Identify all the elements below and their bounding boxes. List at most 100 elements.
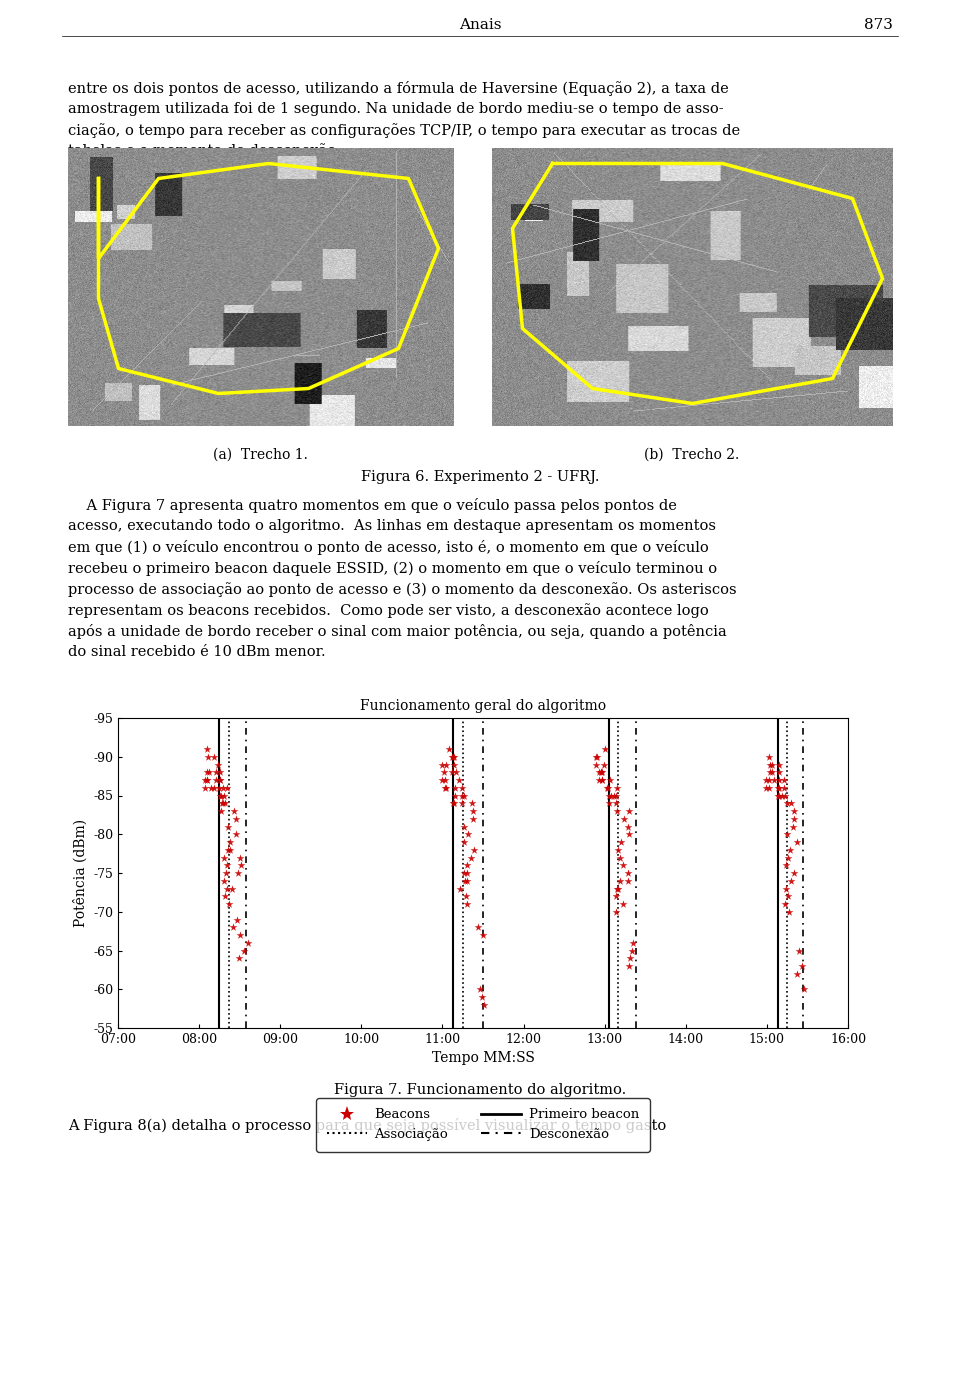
Point [446, 793, 462, 815]
Point [451, 769, 467, 791]
Point [214, 793, 229, 815]
Point [593, 761, 609, 783]
Text: Anais: Anais [459, 18, 501, 32]
Point [780, 793, 795, 815]
Point [444, 746, 459, 768]
Point [228, 823, 244, 845]
Point [219, 854, 234, 877]
Point [217, 793, 232, 815]
Point [621, 870, 636, 892]
Point [785, 816, 801, 838]
Point [200, 769, 215, 791]
Point [459, 893, 474, 915]
Point [615, 893, 631, 915]
Point [789, 831, 804, 853]
Point [437, 769, 452, 791]
Point [456, 816, 471, 838]
Text: processo de associação ao ponto de acesso e (3) o momento da desconexão. Os aste: processo de associação ao ponto de acess… [68, 582, 736, 597]
Point [212, 784, 228, 806]
Point [763, 754, 779, 776]
Point [607, 784, 622, 806]
Point [434, 769, 449, 791]
Point [610, 799, 625, 821]
Point [212, 769, 228, 791]
Y-axis label: Potência (dBm): Potência (dBm) [73, 819, 87, 927]
Point [765, 761, 780, 783]
Point [465, 799, 480, 821]
Point [202, 761, 217, 783]
Point [198, 776, 213, 798]
Point [789, 963, 804, 985]
Text: tabelas e o momento de desconexão.: tabelas e o momento de desconexão. [68, 144, 341, 158]
Point [213, 799, 228, 821]
Point [620, 861, 636, 883]
Point [460, 854, 475, 877]
Text: recebeu o primeiro beacon daquele ESSID, (2) o momento em que o veículo terminou: recebeu o primeiro beacon daquele ESSID,… [68, 561, 717, 577]
Point [475, 925, 491, 947]
Point [615, 854, 631, 877]
Point [213, 784, 228, 806]
Point [777, 893, 792, 915]
Point [232, 925, 248, 947]
Point [229, 908, 245, 930]
Point [452, 878, 468, 900]
Point [219, 861, 234, 883]
Point [776, 776, 791, 798]
Point [445, 746, 461, 768]
Point [215, 793, 230, 815]
Point [436, 761, 451, 783]
Point [779, 878, 794, 900]
Point [219, 776, 234, 798]
Point [435, 754, 450, 776]
Point [215, 776, 230, 798]
Text: A Figura 8(a) detalha o processo para que seja possível visualizar o tempo gasto: A Figura 8(a) detalha o processo para qu… [68, 1117, 666, 1132]
Point [780, 846, 796, 868]
Point [197, 769, 212, 791]
Point [442, 738, 457, 760]
Point [445, 746, 461, 768]
Point [459, 885, 474, 907]
Point [206, 746, 222, 768]
Point [470, 916, 486, 938]
Point [211, 776, 227, 798]
Point [771, 761, 786, 783]
Point [771, 776, 786, 798]
Point [783, 870, 799, 892]
Point [761, 769, 777, 791]
Point [598, 738, 613, 760]
Point [221, 839, 236, 861]
Point [620, 816, 636, 838]
Point [216, 784, 231, 806]
Point [474, 987, 490, 1009]
Point [786, 799, 802, 821]
Point [602, 769, 617, 791]
Point [200, 738, 215, 760]
Point [447, 776, 463, 798]
Point [448, 761, 464, 783]
Point [611, 839, 626, 861]
Point [446, 754, 462, 776]
Point [464, 846, 479, 868]
Point [771, 769, 786, 791]
Point [612, 870, 628, 892]
Point [791, 940, 806, 962]
Point [596, 754, 612, 776]
Point [602, 784, 617, 806]
Text: do sinal recebido é 10 dBm menor.: do sinal recebido é 10 dBm menor. [68, 645, 325, 659]
Point [444, 761, 460, 783]
Point [477, 993, 492, 1015]
Point [459, 861, 474, 883]
Point [454, 793, 469, 815]
Point [625, 940, 640, 962]
Point [621, 799, 636, 821]
Point [600, 776, 615, 798]
Point [216, 846, 231, 868]
Point [217, 870, 232, 892]
Point [210, 754, 226, 776]
Point [594, 769, 610, 791]
Point [226, 916, 241, 938]
Point [758, 769, 774, 791]
Point [770, 784, 785, 806]
Point [472, 978, 488, 1000]
Point [445, 793, 461, 815]
